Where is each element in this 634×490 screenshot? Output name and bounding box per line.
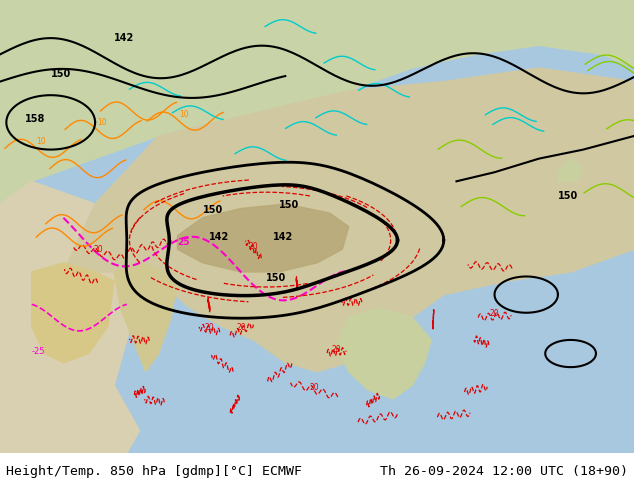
Text: 10: 10	[179, 110, 189, 119]
Text: 142: 142	[114, 33, 134, 43]
Text: 20: 20	[94, 245, 103, 254]
Polygon shape	[32, 263, 114, 363]
Polygon shape	[336, 308, 431, 399]
Polygon shape	[63, 68, 634, 371]
Text: 10: 10	[37, 137, 46, 146]
Text: 25: 25	[178, 238, 190, 247]
Text: 20: 20	[205, 322, 214, 332]
Text: 150: 150	[203, 205, 223, 215]
Text: Th 26-09-2024 12:00 UTC (18+90): Th 26-09-2024 12:00 UTC (18+90)	[380, 465, 628, 478]
Polygon shape	[558, 159, 583, 181]
Polygon shape	[0, 181, 158, 453]
Text: 20: 20	[332, 345, 341, 354]
Text: 142: 142	[209, 232, 230, 242]
Text: 10: 10	[97, 118, 107, 127]
Text: 20: 20	[249, 243, 258, 251]
Text: Height/Temp. 850 hPa [gdmp][°C] ECMWF: Height/Temp. 850 hPa [gdmp][°C] ECMWF	[6, 465, 302, 478]
Text: 20: 20	[237, 323, 247, 332]
Text: 20: 20	[309, 383, 319, 392]
Polygon shape	[114, 263, 178, 371]
Text: 150: 150	[266, 273, 287, 283]
Text: 150: 150	[279, 200, 299, 211]
Polygon shape	[0, 0, 634, 204]
Text: 20: 20	[490, 309, 500, 318]
Text: 150: 150	[558, 192, 578, 201]
Text: 142: 142	[273, 232, 293, 242]
Text: 150: 150	[51, 69, 71, 79]
Text: 158: 158	[25, 114, 46, 124]
Text: -25: -25	[32, 346, 45, 356]
Polygon shape	[178, 204, 349, 272]
